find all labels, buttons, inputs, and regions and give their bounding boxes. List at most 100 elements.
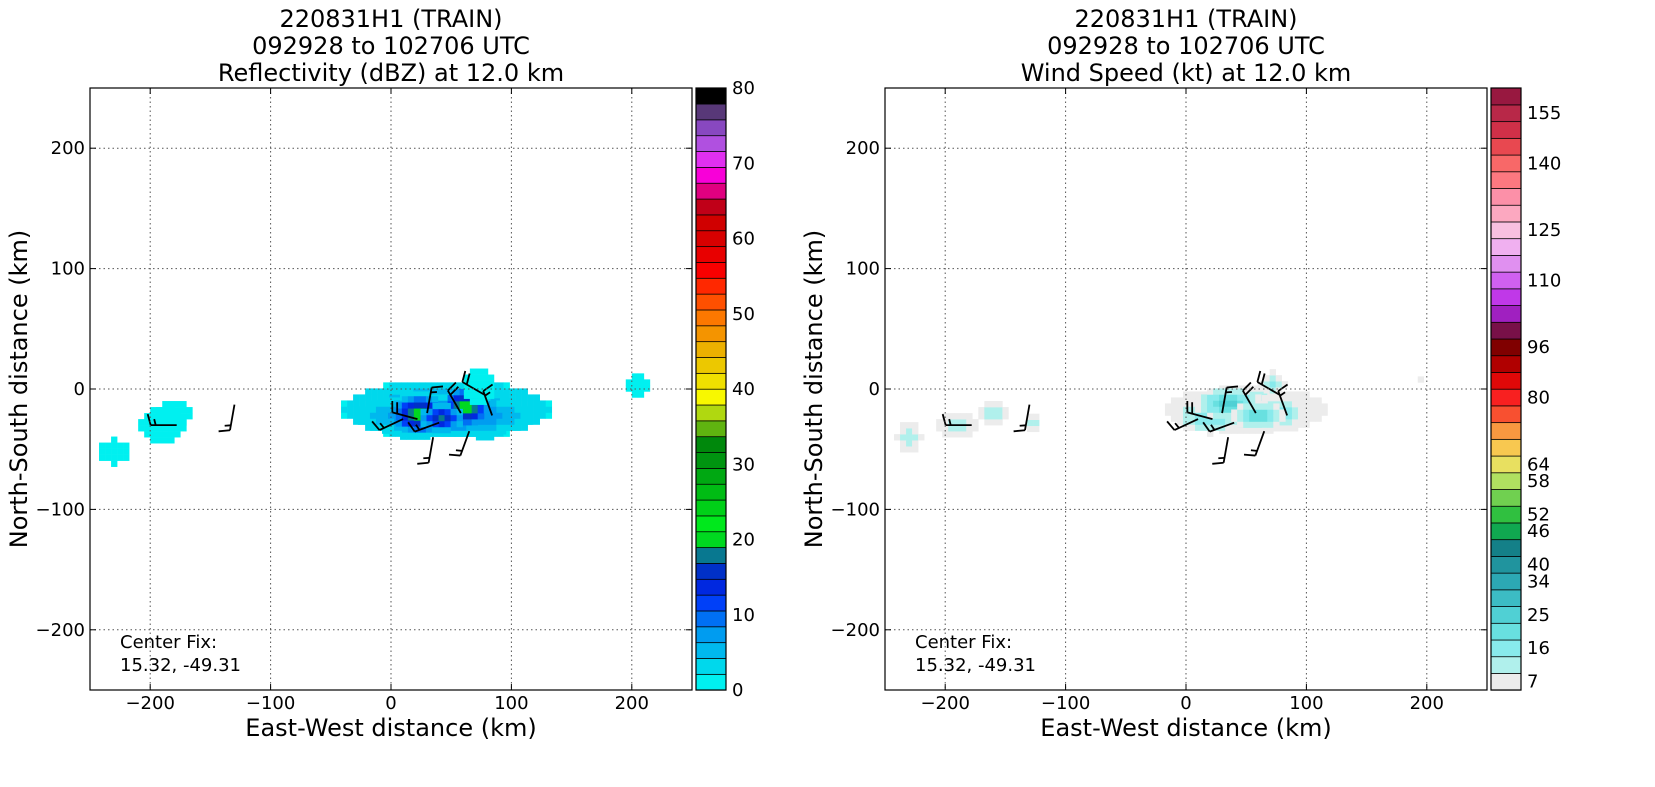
- data-cell: [491, 388, 498, 395]
- colorbar-swatch: [1490, 589, 1522, 607]
- data-cell: [387, 406, 395, 413]
- colorbar-tick-label: 40: [1527, 555, 1550, 576]
- wind-barb: [1243, 430, 1266, 457]
- data-cell: [426, 414, 433, 422]
- data-cell: [341, 406, 348, 413]
- chart-panel-1: 220831H1 (TRAIN)092928 to 102706 UTCRefl…: [5, 5, 755, 742]
- data-cell: [1237, 403, 1244, 410]
- data-cell: [1269, 381, 1276, 388]
- y-axis-label: North-South distance (km): [800, 230, 828, 549]
- data-cell: [357, 418, 365, 425]
- data-cell: [471, 407, 478, 414]
- data-cell: [383, 388, 390, 395]
- data-cell: [419, 396, 427, 403]
- x-axis-label: East-West distance (km): [245, 714, 536, 742]
- colorbar-swatch: [1490, 505, 1522, 524]
- data-cell: [481, 434, 489, 441]
- data-cell: [481, 374, 489, 381]
- data-cell: [180, 407, 187, 414]
- colorbar-swatch: [695, 610, 727, 628]
- y-axis-label: North-South distance (km): [5, 230, 33, 549]
- data-cell: [437, 382, 444, 389]
- colorbar-swatch: [695, 119, 727, 137]
- data-cell: [144, 419, 151, 426]
- data-cell: [496, 400, 503, 407]
- data-cell: [483, 407, 491, 414]
- data-cell: [996, 407, 1003, 414]
- chart-title-line-2: 092928 to 102706 UTC: [252, 32, 530, 60]
- data-cell: [150, 431, 157, 438]
- data-cell: [1213, 412, 1220, 419]
- data-cell: [487, 392, 495, 399]
- wind-barb: [1212, 437, 1230, 465]
- data-cell: [497, 382, 504, 389]
- data-cell: [353, 394, 360, 401]
- data-cell: [459, 401, 466, 408]
- data-cell: [475, 380, 483, 387]
- wind-barb: [1221, 385, 1239, 414]
- data-cell: [407, 420, 415, 427]
- colorbar-swatch: [1490, 171, 1522, 189]
- data-cell: [990, 419, 997, 426]
- colorbar-swatch: [1490, 455, 1522, 474]
- colorbar-swatch: [1490, 154, 1522, 173]
- data-cell: [1273, 415, 1280, 422]
- wind-barb: [1277, 383, 1289, 416]
- data-cell: [1303, 421, 1310, 428]
- center-fix-note: 15.32, -49.31: [120, 655, 241, 676]
- data-cell: [395, 402, 403, 409]
- data-cell: [425, 382, 432, 389]
- data-cell: [359, 400, 366, 407]
- barb-shaft: [1254, 430, 1266, 456]
- data-cell: [168, 437, 175, 444]
- colorbar-swatch: [1490, 438, 1522, 457]
- data-cell: [1261, 395, 1269, 402]
- wind-barb: [447, 381, 462, 414]
- x-axis-label: East-West distance (km): [1040, 714, 1331, 742]
- data-cell: [472, 424, 479, 431]
- colorbar-tick-label: 70: [732, 153, 755, 174]
- colorbar-swatch: [695, 531, 727, 549]
- data-cell: [1291, 391, 1298, 398]
- data-cell: [912, 422, 919, 429]
- data-cell: [144, 425, 151, 432]
- data-cell: [918, 434, 925, 441]
- data-cell: [1219, 394, 1226, 401]
- data-cell: [1219, 400, 1226, 407]
- barb-flag: [447, 381, 457, 392]
- x-tick-label: 100: [1289, 693, 1323, 714]
- data-cell: [1263, 375, 1270, 382]
- data-cell: [508, 424, 515, 431]
- chart-title-line-3: Reflectivity (dBZ) at 12.0 km: [218, 59, 564, 87]
- colorbar-tick-label: 80: [1527, 387, 1550, 408]
- data-cell: [996, 401, 1003, 408]
- grid: [90, 88, 692, 690]
- data-cell: [466, 424, 473, 431]
- data-cell: [420, 420, 427, 428]
- data-cell: [490, 400, 497, 407]
- data-cell: [1273, 421, 1280, 428]
- data-cell: [425, 426, 433, 433]
- data-cell: [111, 460, 118, 467]
- barb-flag: [1243, 453, 1256, 457]
- colorbar-swatch: [695, 356, 727, 374]
- data-cell: [508, 412, 515, 419]
- data-cell: [168, 413, 175, 420]
- barb-half-flag: [153, 418, 157, 426]
- colorbar-swatch: [1490, 572, 1522, 591]
- data-cell: [1195, 400, 1202, 407]
- data-cell: [365, 388, 372, 395]
- data-cell: [471, 413, 478, 420]
- data-cell: [469, 374, 477, 381]
- data-cell: [371, 394, 378, 401]
- data-cell: [365, 394, 372, 401]
- data-cell: [490, 418, 497, 425]
- data-cell: [515, 388, 522, 395]
- data-cell: [447, 395, 454, 402]
- data-cell: [395, 408, 403, 415]
- data-cell: [502, 400, 509, 407]
- colorbar-swatch: [695, 578, 727, 596]
- data-cell: [1213, 400, 1220, 407]
- colorbar-swatch: [1490, 204, 1522, 223]
